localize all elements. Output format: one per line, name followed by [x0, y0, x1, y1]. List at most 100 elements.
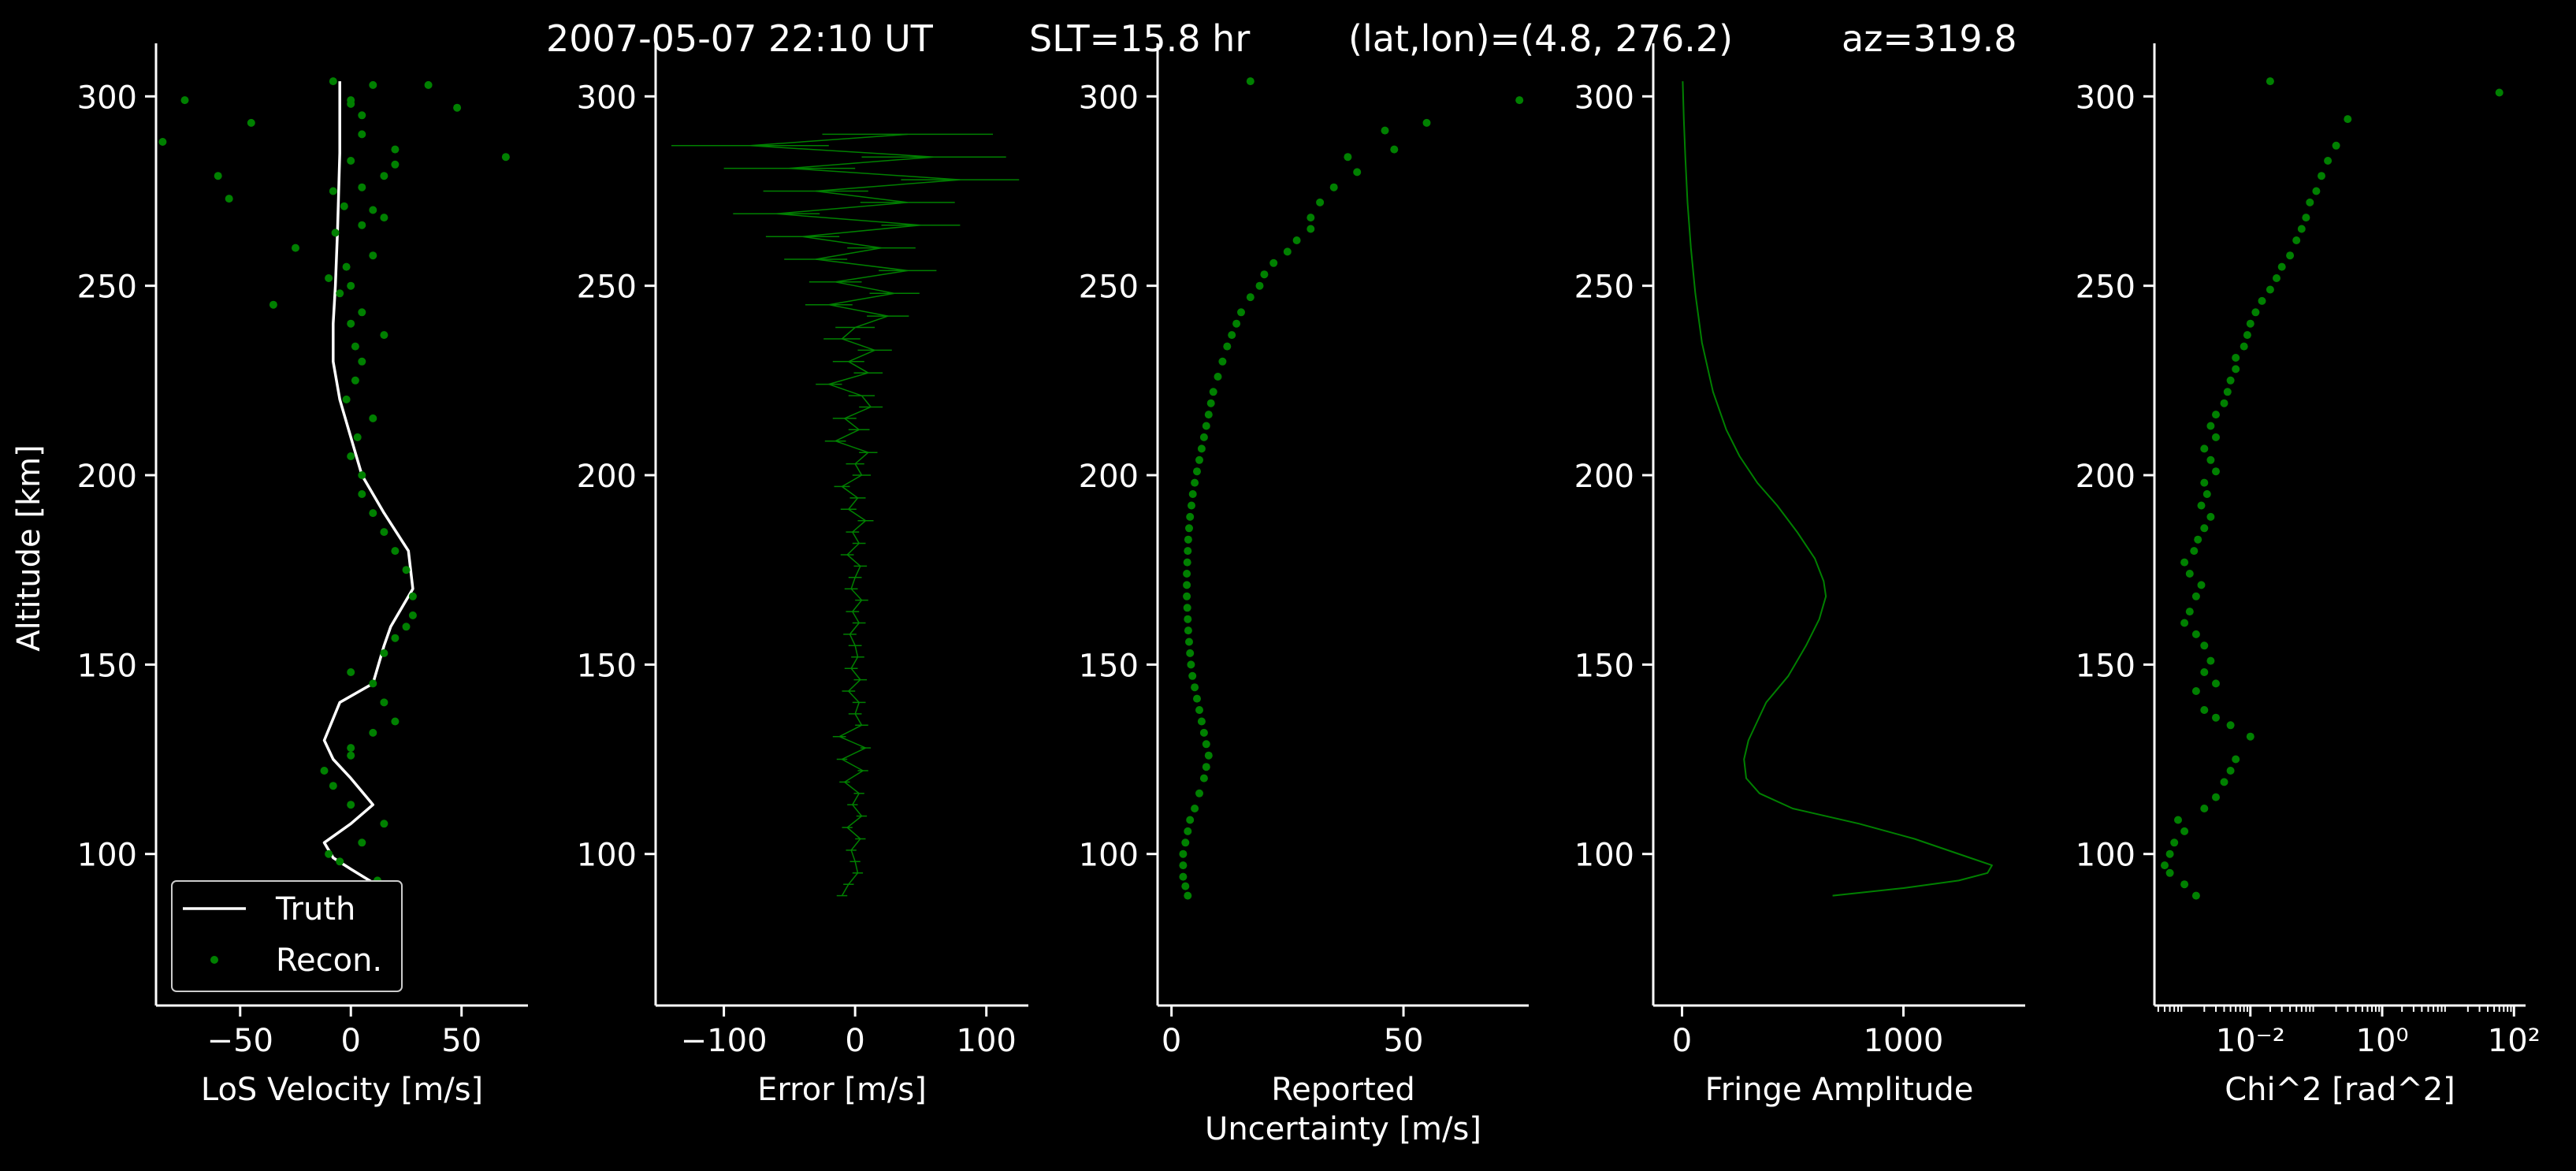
data-point [380, 649, 388, 657]
data-point [2194, 535, 2202, 544]
data-point [2200, 706, 2209, 714]
y-tick-label: 100 [77, 838, 137, 874]
data-point [358, 111, 366, 120]
data-point [329, 187, 337, 195]
x-tick-label: −50 [207, 1023, 273, 1059]
x-tick-label: 0 [1672, 1023, 1692, 1059]
data-point [1188, 671, 1197, 680]
data-point [1246, 77, 1255, 86]
data-point [1197, 717, 1206, 726]
data-point [331, 229, 340, 237]
data-point [2251, 308, 2260, 317]
data-point [342, 262, 351, 271]
data-point [2266, 285, 2274, 294]
data-point [1199, 774, 1208, 783]
data-point [358, 221, 366, 229]
data-point [2212, 433, 2220, 441]
data-point [1329, 183, 1338, 191]
data-point [358, 183, 366, 191]
data-point [2220, 778, 2228, 786]
data-point [2312, 187, 2321, 195]
series-1 [2161, 77, 2504, 900]
data-point [1185, 638, 1193, 646]
data-point [1191, 683, 1199, 692]
title-slt: SLT=15.8 hr [1029, 17, 1251, 60]
data-point [1193, 694, 1201, 703]
data-point [1199, 433, 1208, 441]
data-point [1237, 308, 1245, 317]
data-point [2191, 891, 2200, 900]
data-point [1195, 706, 1203, 714]
data-point [501, 153, 510, 162]
data-point [342, 395, 351, 403]
data-point [2212, 713, 2220, 722]
data-point [347, 157, 355, 165]
data-point [2266, 77, 2274, 86]
data-point [1184, 626, 1192, 635]
x-axis-label: Error [m/s] [757, 1072, 927, 1108]
data-point [292, 243, 299, 252]
data-point [358, 490, 366, 498]
data-point [1187, 660, 1195, 669]
data-point [2226, 721, 2235, 730]
y-tick-label: 250 [1574, 270, 1634, 306]
data-point [358, 130, 366, 139]
data-point [2191, 630, 2200, 638]
y-tick-label: 300 [1079, 80, 1139, 116]
data-point [2277, 262, 2286, 271]
data-point [2273, 274, 2280, 282]
data-point [391, 717, 400, 726]
y-tick-label: 100 [1574, 838, 1634, 874]
x-tick-label: 10² [2488, 1023, 2541, 1059]
data-point [2200, 524, 2209, 533]
data-point [2200, 805, 2209, 812]
data-point [1228, 331, 1236, 340]
data-point [2332, 141, 2340, 150]
data-point [1186, 649, 1195, 657]
data-point [351, 376, 359, 385]
data-point [1353, 168, 1362, 177]
data-point [2240, 342, 2248, 351]
y-tick-label: 150 [577, 648, 637, 684]
panel-4: 100 150 200 250 300 0 1000 Fringe Amplitude [1574, 43, 2025, 1108]
data-point [369, 728, 377, 737]
data-point [1307, 225, 1315, 233]
data-point [1179, 849, 1188, 858]
data-point [2185, 608, 2194, 616]
data-point [380, 820, 388, 828]
data-point [347, 751, 355, 760]
data-point [391, 160, 400, 169]
data-point [2292, 236, 2301, 244]
data-point [2212, 467, 2220, 476]
data-point [1183, 581, 1191, 589]
data-point [1202, 763, 1210, 771]
legend-label-truth: Truth [275, 891, 355, 928]
data-point [347, 96, 355, 105]
data-point [402, 566, 411, 574]
data-point [1179, 872, 1188, 881]
data-point [1283, 247, 1292, 256]
x-axis-label: LoS Velocity [m/s] [201, 1072, 483, 1108]
data-point [2223, 388, 2232, 396]
data-point [269, 300, 277, 309]
data-point [1188, 490, 1197, 498]
data-point [369, 414, 377, 422]
data-point [1183, 558, 1191, 567]
data-point [1515, 96, 1524, 105]
data-point [358, 357, 366, 366]
title-date: 2007-05-07 22:10 UT [546, 17, 933, 60]
data-point [2226, 376, 2235, 385]
series-1 [1179, 77, 1524, 900]
data-point [358, 838, 366, 847]
data-point [320, 767, 329, 775]
data-point [2180, 880, 2189, 889]
data-point [2212, 793, 2220, 801]
data-point [1316, 198, 1325, 206]
data-point [2180, 827, 2189, 835]
data-point [2170, 838, 2179, 847]
data-point [1184, 827, 1192, 835]
data-point [2246, 732, 2254, 741]
data-point [1422, 118, 1431, 127]
data-point [2180, 619, 2189, 627]
data-point [325, 274, 333, 282]
